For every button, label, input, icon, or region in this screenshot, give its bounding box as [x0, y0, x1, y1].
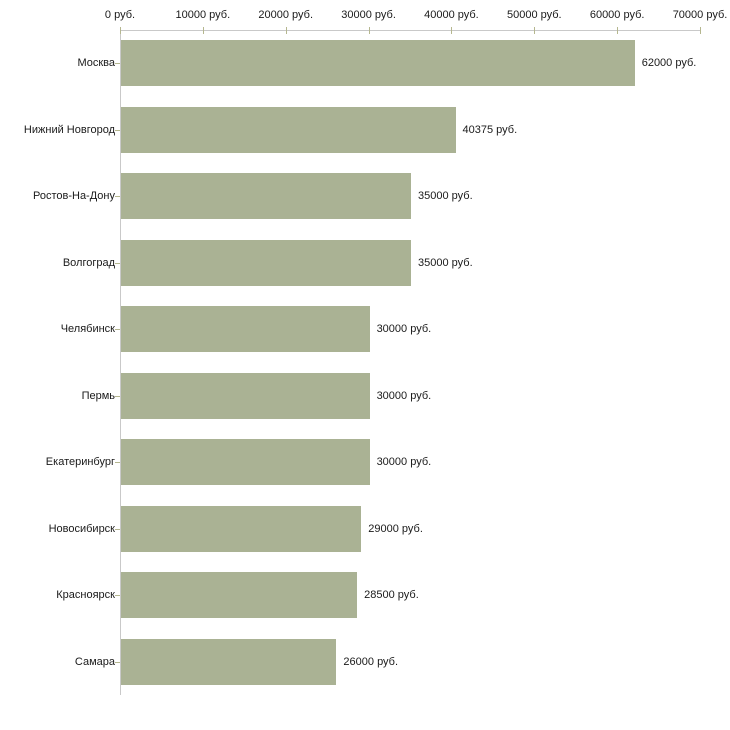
bar: [121, 505, 362, 552]
x-axis-tick-label: 60000 руб.: [589, 9, 645, 21]
bar: [121, 239, 411, 286]
bar: [121, 638, 337, 685]
value-label: 30000 руб.: [376, 456, 432, 469]
x-axis-tick-label: 30000 руб.: [341, 9, 396, 21]
y-axis-tick: [115, 262, 120, 264]
category-label: Москва: [77, 57, 115, 70]
x-axis-tick: [120, 27, 121, 34]
y-axis-tick: [115, 129, 120, 131]
x-axis-line: [120, 30, 700, 31]
x-axis-tick: [534, 27, 536, 34]
value-label: 26000 руб.: [343, 655, 399, 668]
bar: [121, 372, 370, 419]
x-axis-tick: [285, 27, 287, 34]
y-axis-tick: [115, 196, 120, 198]
x-axis-tick-label: 70000 руб.: [672, 9, 728, 21]
category-label: Пермь: [81, 389, 115, 402]
y-axis-tick: [115, 595, 120, 597]
value-label: 40375 руб.: [462, 123, 518, 136]
bar: [121, 173, 411, 220]
x-axis-tick: [617, 27, 619, 34]
bar: [121, 106, 456, 153]
y-axis-tick: [115, 661, 120, 663]
value-label: 35000 руб.: [418, 190, 473, 203]
bar: [121, 40, 635, 87]
y-axis-tick: [115, 528, 120, 530]
value-label: 62000 руб.: [641, 57, 697, 70]
value-label: 28500 руб.: [364, 589, 419, 602]
x-axis-tick-label: 40000 руб.: [424, 9, 479, 21]
value-label: 35000 руб.: [418, 256, 473, 269]
category-label: Самара: [74, 655, 115, 668]
value-label: 29000 руб.: [368, 522, 423, 535]
value-label: 30000 руб.: [376, 323, 432, 336]
category-label: Екатеринбург: [45, 456, 115, 469]
category-label: Красноярск: [56, 589, 115, 602]
y-axis-line: [120, 30, 121, 695]
value-label: 30000 руб.: [376, 389, 432, 402]
bar: [121, 572, 358, 619]
x-axis-tick-label: 50000 руб.: [506, 9, 562, 21]
bar: [121, 306, 370, 353]
category-label: Челябинск: [60, 323, 115, 336]
x-axis-tick-label: 20000 руб.: [258, 9, 314, 21]
y-axis-tick: [115, 329, 120, 331]
bar: [121, 439, 370, 486]
x-axis-tick: [451, 27, 453, 34]
x-axis-tick: [368, 27, 370, 34]
x-axis-tick-label: 10000 руб.: [175, 9, 231, 21]
category-label: Новосибирск: [48, 522, 115, 535]
y-axis-tick: [115, 462, 120, 464]
y-axis-tick: [115, 63, 120, 65]
x-axis-tick-label: 0 руб.: [104, 9, 136, 21]
y-axis-tick: [115, 395, 120, 397]
x-axis-tick: [202, 27, 204, 34]
category-label: Волгоград: [62, 256, 115, 269]
x-axis-tick: [700, 27, 701, 34]
category-label: Нижний Новгород: [23, 123, 115, 136]
category-label: Ростов-На-Дону: [32, 190, 115, 203]
